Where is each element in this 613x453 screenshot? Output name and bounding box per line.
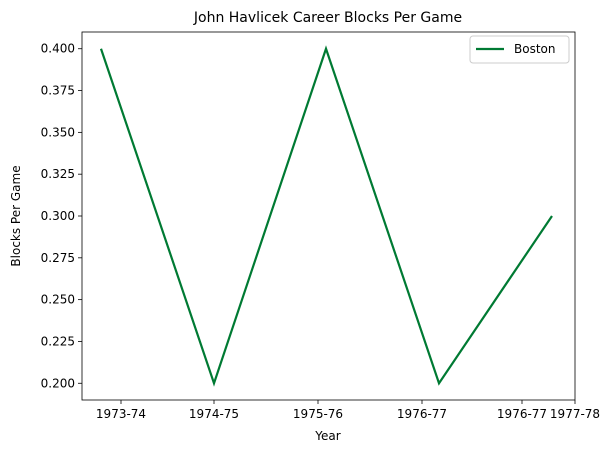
y-axis-title: Blocks Per Game [9, 165, 23, 266]
y-tick-label: 0.325 [41, 167, 75, 181]
chart-title: John Havlicek Career Blocks Per Game [193, 10, 462, 26]
x-tick-label: 1977-78 [550, 407, 600, 421]
legend-label-boston: Boston [514, 42, 555, 56]
x-tick-label: 1976-77 [397, 407, 447, 421]
y-tick-label: 0.200 [41, 376, 75, 390]
legend-box [469, 35, 570, 64]
x-axis: 1973-74 1974-75 1975-76 1976-77 1976-77 1977-… [96, 400, 600, 421]
x-tick-label: 1975-76 [293, 407, 343, 421]
x-axis-title: Year [314, 429, 340, 443]
legend: Boston [469, 35, 570, 64]
x-tick-label: 1973-74 [96, 407, 146, 421]
y-tick-label: 0.275 [41, 251, 75, 265]
x-tick-label: 1974-75 [189, 407, 239, 421]
series-line-boston [99, 45, 553, 387]
plot-area-frame [81, 31, 576, 401]
y-tick-label: 0.225 [41, 334, 75, 348]
y-tick-label: 0.250 [41, 293, 75, 307]
y-tick-label: 0.300 [41, 209, 75, 223]
y-tick-label: 0.400 [41, 42, 75, 56]
y-tick-label: 0.375 [41, 84, 75, 98]
x-tick-label: 1976-77 [497, 407, 547, 421]
y-axis: 0.200 0.225 0.250 0.275 0.300 0.325 0.350 0.375… [41, 42, 82, 390]
y-tick-label: 0.350 [41, 125, 75, 139]
series-layer [99, 45, 553, 387]
